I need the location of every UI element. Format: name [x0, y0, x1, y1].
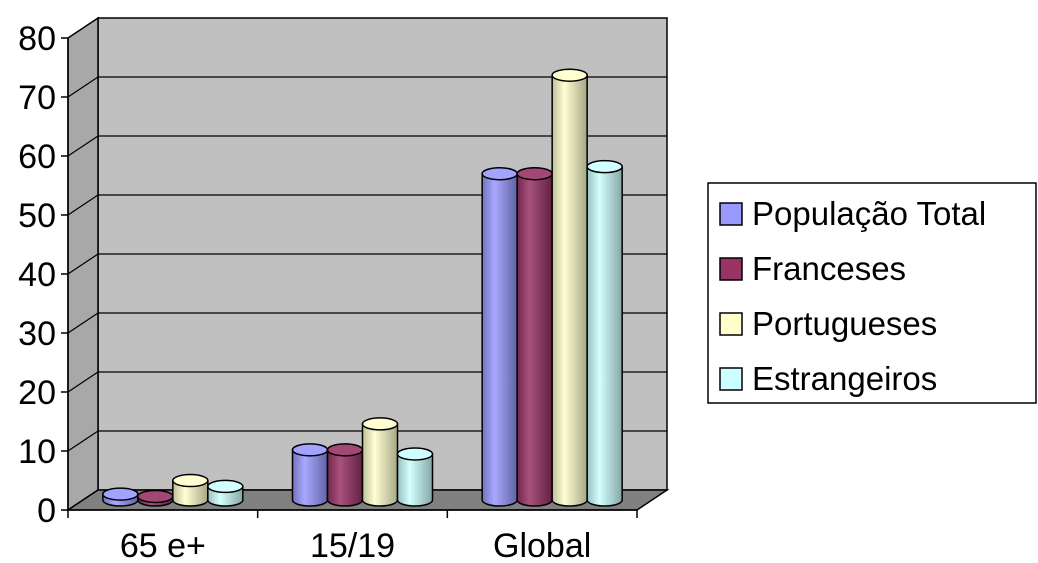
bar-top: [361, 417, 399, 431]
bar: [361, 417, 399, 507]
x-category-label: 15/19: [310, 527, 395, 563]
bar: [291, 443, 329, 507]
legend-item: População Total: [719, 195, 986, 232]
bar-top: [396, 447, 434, 461]
legend-swatch: [719, 202, 743, 226]
y-tick-label: 20: [18, 374, 56, 412]
bar-body: [361, 423, 399, 507]
gridline-side: [67, 371, 99, 393]
y-tick-label: 10: [18, 433, 56, 471]
bar-body: [586, 165, 623, 507]
legend-label: Franceses: [752, 250, 906, 287]
bar: [172, 473, 209, 507]
bar-body: [551, 74, 588, 507]
gridline-side: [67, 194, 99, 216]
y-tick-label: 30: [18, 315, 56, 353]
gridline-side: [67, 253, 99, 275]
legend-label: Estrangeiros: [752, 360, 937, 397]
legend-item: Franceses: [719, 250, 906, 287]
bar-body: [516, 172, 553, 507]
bar-top: [551, 68, 588, 82]
legend-swatch: [719, 312, 743, 336]
bar: [516, 166, 553, 507]
gridline-side: [67, 76, 99, 98]
x-category-label: Global: [493, 527, 591, 563]
bar: [137, 489, 174, 507]
bar-top: [207, 479, 244, 494]
bar-top: [137, 489, 174, 504]
bar-top: [326, 443, 364, 457]
gridline-side: [67, 312, 99, 334]
bar-top: [516, 166, 553, 181]
x-axis-categories: 65 e+ 15/19 Global: [67, 510, 638, 563]
legend-swatch: [719, 257, 743, 281]
bar-top: [172, 473, 209, 488]
bar: [326, 443, 364, 507]
legend-label: Portugueses: [752, 305, 937, 342]
legend-item: Estrangeiros: [719, 360, 937, 397]
bar-body: [396, 453, 434, 507]
bar: [481, 166, 518, 507]
bar-top: [102, 487, 139, 501]
bar-body: [481, 172, 518, 507]
bar-top: [586, 159, 623, 174]
y-tick-label: 60: [18, 138, 56, 176]
y-tick-label: 70: [18, 79, 56, 117]
bars: [102, 68, 623, 507]
gridline-side: [67, 430, 99, 452]
bar: [102, 487, 139, 507]
bar: [396, 447, 434, 507]
bar-body: [326, 449, 364, 507]
y-tick-label: 80: [18, 20, 56, 58]
legend-swatch: [719, 367, 743, 391]
legend-label: População Total: [752, 195, 986, 232]
y-axis-ticks: 0 10 20 30 40 50 60 70 80: [18, 20, 68, 530]
bar-body: [291, 449, 329, 507]
x-category-label: 65 e+: [120, 527, 206, 563]
y-tick-label: 50: [18, 197, 56, 235]
y-tick-label: 0: [37, 492, 56, 530]
legend-box: [707, 182, 1037, 404]
bar-top: [481, 166, 518, 181]
bar: [586, 159, 623, 507]
bar: [551, 68, 588, 507]
legend: População Total Franceses Portugueses Estra…: [707, 182, 1037, 404]
y-tick-label: 40: [18, 256, 56, 294]
bar: [207, 479, 244, 507]
gridline-side: [67, 135, 99, 157]
bar-top: [291, 443, 329, 457]
legend-item: Portugueses: [719, 305, 937, 342]
